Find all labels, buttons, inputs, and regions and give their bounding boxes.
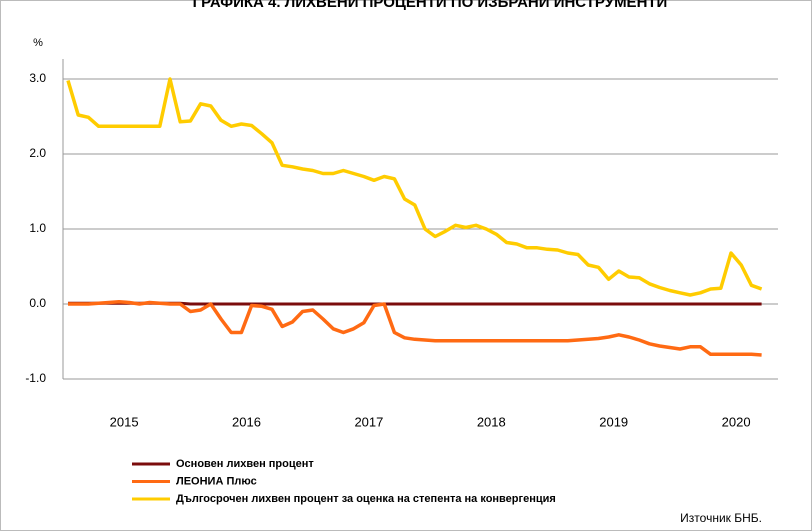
source: Източник БНБ. [680,511,762,525]
legend-label: Дългосрочен лихвен процент за оценка на … [176,493,556,505]
x-tick-label: 2020 [722,414,751,429]
x-tick-label: 2018 [477,414,506,429]
line-series [68,300,762,357]
legend-label: ЛЕОНИА Плюс [176,475,257,487]
y-tick-label: 3.0 [29,71,46,85]
y-tick-label: 2.0 [29,146,46,160]
legend-label: Основен лихвен процент [176,458,314,470]
chart-title: ГРАФИКА 4. ЛИХВЕНИ ПРОЦЕНТИ ПО ИЗБРАНИ И… [193,0,668,11]
line-series [68,301,762,306]
x-tick-label: 2017 [354,414,383,429]
line-series [66,77,763,297]
y-axis-label: % [33,37,43,49]
y-tick-label: -1.0 [25,371,46,385]
x-tick-label: 2015 [110,414,139,429]
y-tick-label: 1.0 [29,221,46,235]
y-tick-label: 0.0 [29,296,46,310]
x-tick-label: 2019 [599,414,628,429]
x-tick-label: 2016 [232,414,261,429]
